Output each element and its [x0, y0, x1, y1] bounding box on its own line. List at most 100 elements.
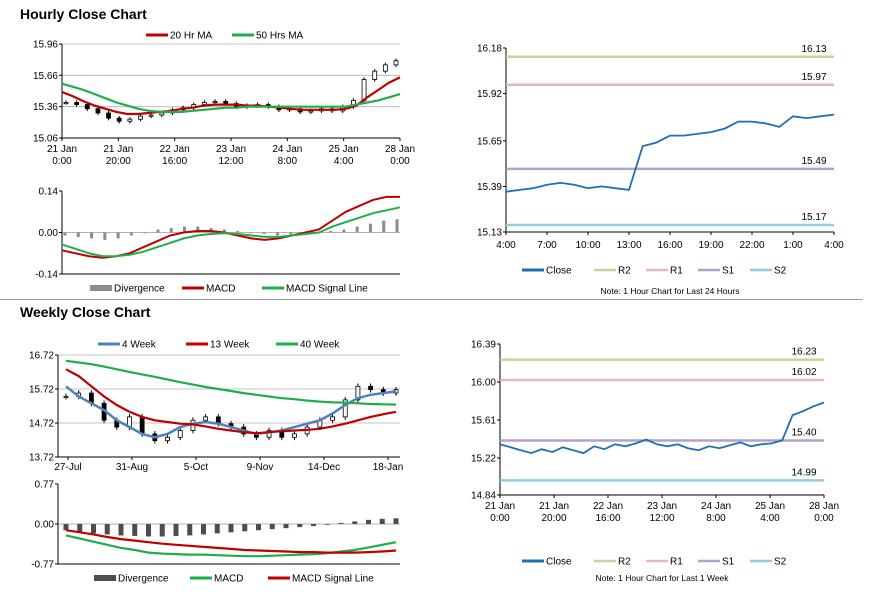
divergence-bar [342, 229, 346, 233]
divergence-bar [228, 524, 234, 533]
hourly-macd-chart: 0.14 0.00 -0.14 Divergence MACD MACD Signal L… [35, 187, 401, 295]
legend-r2-label: R2 [618, 557, 631, 568]
legend-20hr-ma-label: 20 Hr MA [170, 31, 213, 42]
divergence-bar [283, 524, 289, 529]
ma-20hr-line [61, 76, 401, 116]
x-tick-label: 24 Jan [701, 501, 731, 512]
candle-body [138, 115, 143, 120]
x-tick-label: 25 Jan [329, 144, 359, 155]
x-tick-label: 28 Jan [385, 144, 415, 155]
legend-r1-label: R1 [670, 266, 683, 277]
y-tick-label: 15.72 [29, 385, 54, 396]
x-tick-label: 25 Jan [755, 501, 785, 512]
y-tick-label: 15.65 [477, 136, 502, 147]
hourly-candle-chart: 15.96 15.66 15.36 15.06 20 Hr MA 50 Hrs MA 21 … [33, 31, 415, 168]
x-tick-label: 4:00 [824, 240, 844, 251]
x-tick-label: 16:00 [162, 156, 187, 167]
macd-signal-line [61, 206, 401, 258]
divergence-bar [395, 219, 399, 233]
level-label-r1: 15.97 [801, 72, 826, 83]
candle-body [106, 112, 111, 119]
divergence-bar [275, 232, 279, 236]
divergence-bar [269, 524, 275, 530]
legend-13-week-label: 13 Week [210, 340, 250, 351]
candle-body [330, 416, 335, 421]
candle-body [393, 60, 399, 66]
y-tick-label: 15.06 [33, 134, 58, 145]
x-tick-label: 16:00 [595, 513, 620, 524]
x-tick-label: 21 Jan [539, 501, 569, 512]
y-tick-label: 15.13 [477, 228, 502, 239]
divergence-bar [355, 226, 359, 233]
divergence-bar [156, 229, 160, 233]
hourly-close-chart: 16.18 15.92 15.65 15.39 15.13 16.13 15.97 15.49… [477, 44, 844, 297]
y-tick-label: -0.14 [35, 270, 58, 281]
divergence-bar [118, 524, 124, 536]
legend-4-week-label: 4 Week [122, 340, 157, 351]
divergence-bar [329, 231, 333, 233]
divergence-bar [382, 220, 386, 233]
divergence-bar [393, 518, 399, 524]
legend-r1-label: R1 [670, 557, 683, 568]
weekly-section-title: Weekly Close Chart [20, 304, 151, 320]
x-tick-label: 22:00 [739, 240, 764, 251]
hourly-section-title: Hourly Close Chart [20, 6, 147, 22]
candle-body [212, 101, 218, 104]
section-divider [0, 299, 863, 300]
divergence-bar [242, 524, 248, 532]
candle-body [308, 110, 314, 113]
divergence-bar [132, 524, 138, 536]
candle-body [84, 104, 90, 110]
candle-body [63, 102, 69, 105]
x-tick-label: 0:00 [490, 513, 510, 524]
legend-close-label: Close [546, 266, 572, 277]
legend-macd-label: MACD [206, 284, 235, 295]
y-tick-label: 16.72 [29, 351, 54, 362]
divergence-bar [379, 518, 385, 524]
x-tick-label: 24 Jan [272, 144, 302, 155]
candle-body [177, 430, 183, 438]
x-tick-label: 10:00 [575, 240, 600, 251]
x-tick-label: 12:00 [649, 513, 674, 524]
y-tick-label: 14.72 [29, 419, 54, 430]
candle-body [203, 416, 209, 421]
divergence-bar [256, 524, 261, 531]
divergence-bar [63, 524, 69, 531]
candle-body [292, 433, 297, 438]
macd-line [61, 195, 400, 259]
divergence-bar [201, 524, 206, 535]
ma-50hrs-line [61, 82, 401, 114]
divergence-bar [169, 228, 173, 233]
candle-body [223, 101, 229, 104]
legend-s1-label: S1 [722, 266, 735, 277]
x-tick-label: 21 Jan [103, 144, 133, 155]
x-tick-label: 22 Jan [593, 501, 623, 512]
divergence-bar [324, 524, 330, 525]
ma-13-week-line [65, 368, 397, 435]
candle-body [201, 102, 207, 105]
ma-4-week-line [65, 385, 397, 439]
divergence-bar [159, 524, 165, 537]
x-tick-label: 4:00 [334, 156, 354, 167]
y-tick-label: 0.00 [39, 228, 59, 239]
candle-body [95, 108, 101, 114]
level-label-r2: 16.13 [801, 44, 826, 55]
x-tick-label: 4:00 [496, 240, 516, 251]
legend-macd-signal-label: MACD Signal Line [292, 574, 374, 585]
divergence-bar [90, 232, 94, 239]
candle-body [372, 70, 378, 80]
legend-divergence-label: Divergence [114, 284, 165, 295]
divergence-bar [368, 223, 372, 233]
candle-body [355, 385, 361, 401]
x-tick-label: 20:00 [541, 513, 566, 524]
x-tick-label: 4:00 [760, 513, 780, 524]
x-tick-label: 18-Jan [373, 462, 404, 473]
divergence-bar [103, 232, 107, 240]
divergence-bar [173, 524, 179, 536]
candle-body [165, 436, 170, 442]
x-tick-label: 27-Jul [54, 462, 81, 473]
y-tick-label: 14.84 [471, 491, 496, 502]
y-tick-label: 16.18 [477, 44, 502, 55]
close-line [499, 401, 825, 455]
x-tick-label: 12:00 [218, 156, 243, 167]
